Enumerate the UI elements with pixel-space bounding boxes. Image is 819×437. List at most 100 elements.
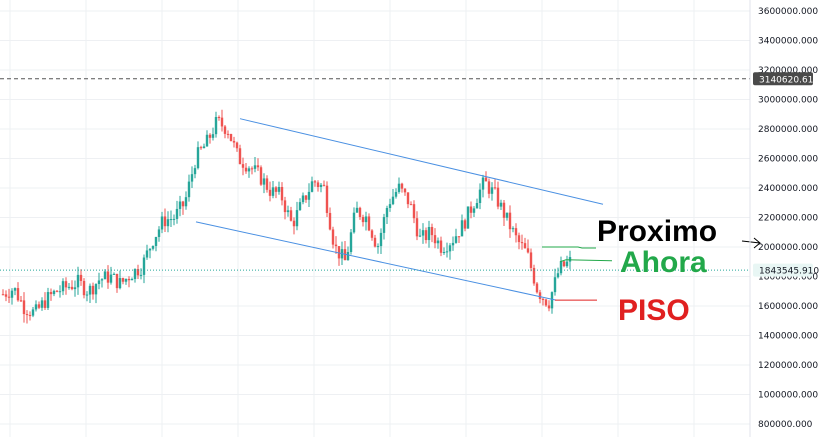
candle — [532, 264, 536, 286]
candle-body — [7, 296, 11, 298]
candle-body — [262, 178, 266, 185]
candle — [544, 298, 548, 307]
candle — [7, 288, 11, 303]
arrow-right-icon — [741, 237, 761, 249]
candle-body — [454, 236, 458, 243]
candle — [13, 287, 17, 296]
candle-body — [538, 292, 542, 299]
candle-body — [163, 216, 167, 227]
dashed-level-price-label: 3140620.611 — [759, 75, 819, 85]
channel-upper-line[interactable] — [239, 118, 604, 205]
candle-body — [418, 235, 422, 237]
candle — [232, 136, 236, 148]
candle-body — [289, 210, 293, 221]
candle-body — [13, 288, 17, 291]
candle-body — [496, 187, 500, 207]
candle-body — [445, 251, 449, 253]
candle-body — [316, 182, 320, 188]
current-price-price-tag[interactable] — [753, 263, 813, 277]
candle — [178, 195, 182, 217]
candle-body — [457, 236, 461, 238]
candle-body — [136, 269, 140, 276]
candle — [61, 278, 65, 296]
candle — [166, 211, 170, 233]
candle — [514, 223, 518, 243]
candle — [250, 166, 254, 175]
candle-body — [208, 134, 212, 138]
candle — [286, 205, 290, 217]
dashed-level-price-tag[interactable] — [753, 72, 813, 86]
candle — [415, 211, 419, 241]
candle-body — [49, 292, 53, 295]
candle-body — [97, 280, 101, 285]
candle-body — [256, 165, 260, 168]
candle — [541, 298, 545, 306]
candle — [418, 228, 422, 238]
candle — [526, 239, 530, 254]
channel-lower-line[interactable] — [195, 221, 557, 301]
candle — [535, 282, 539, 294]
candle — [157, 226, 161, 242]
candle — [25, 310, 29, 324]
candle-body — [361, 216, 365, 223]
candle — [52, 289, 56, 297]
candle-body — [346, 251, 350, 261]
candle-body — [160, 216, 164, 230]
candle — [274, 186, 278, 199]
candle — [70, 280, 74, 291]
candle — [517, 232, 521, 250]
candle-body — [295, 210, 299, 227]
candle-body — [64, 281, 68, 288]
candle — [226, 130, 230, 139]
y-tick-label: 3000000.000 — [758, 96, 818, 106]
candle — [220, 109, 224, 132]
candle — [430, 223, 434, 243]
candle-body — [280, 186, 284, 201]
candle — [133, 268, 137, 283]
candle-body — [28, 315, 32, 317]
candle-body — [25, 314, 29, 316]
candle — [400, 182, 404, 193]
candle — [523, 237, 527, 249]
candle-body — [433, 235, 437, 244]
y-tick-label: 1000000.000 — [758, 391, 818, 401]
candle-body — [358, 207, 362, 217]
candle-body — [421, 230, 425, 236]
candle — [424, 227, 428, 244]
candle-body — [247, 168, 251, 172]
candle — [22, 292, 26, 323]
candle-body — [400, 183, 404, 189]
candle — [310, 176, 314, 193]
current-price-price-label: 1843545.910 — [759, 267, 819, 277]
candle-body — [91, 285, 95, 295]
candle-body — [370, 230, 374, 238]
y-tick-label: 2000000.000 — [758, 243, 818, 253]
candle-body — [517, 235, 521, 243]
candle — [55, 290, 59, 293]
candle — [253, 156, 257, 173]
candle-body — [448, 245, 452, 252]
candle — [196, 141, 200, 170]
candle — [148, 248, 152, 259]
candle — [436, 237, 440, 249]
candle-body — [127, 278, 131, 281]
candle — [562, 260, 566, 268]
candle-body — [508, 212, 512, 230]
candle-body — [34, 304, 38, 310]
candle-body — [286, 210, 290, 213]
candle-body — [67, 286, 71, 288]
price-axis[interactable]: 3600000.000 3400000.000 3200000.000 3000000… — [749, 0, 819, 437]
candle — [190, 166, 194, 188]
candle-body — [4, 294, 8, 297]
candle-body — [439, 240, 443, 253]
candle-body — [70, 286, 74, 290]
candle — [397, 177, 401, 194]
candle — [493, 179, 497, 190]
candle — [307, 183, 311, 207]
horizontal-levels — [0, 78, 750, 271]
candle — [217, 115, 221, 121]
candle-body — [85, 294, 89, 296]
candle — [460, 214, 464, 237]
candle — [238, 144, 242, 165]
